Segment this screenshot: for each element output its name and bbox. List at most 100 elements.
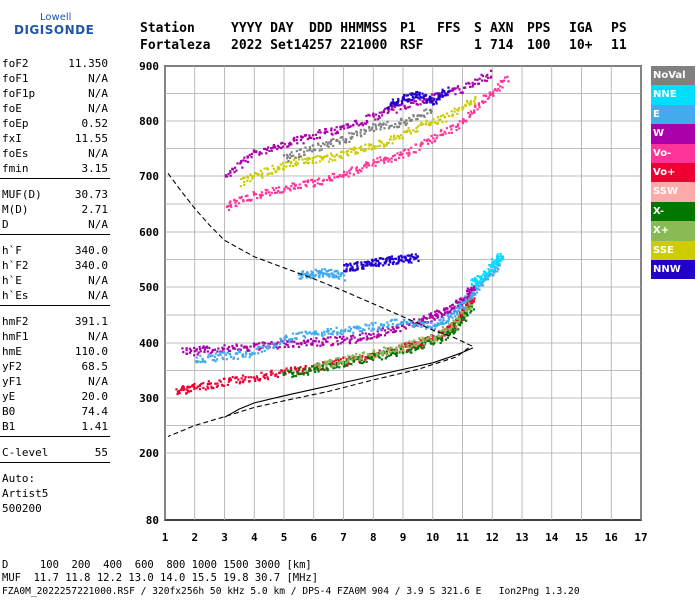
param-row: foF2 11.350 [0, 56, 112, 71]
echo-point [309, 331, 312, 334]
echo-point [222, 351, 226, 354]
echo-point [418, 318, 421, 321]
echo-point [241, 166, 244, 169]
echo-point [343, 269, 346, 272]
echo-point [432, 338, 436, 341]
echo-point [256, 173, 260, 176]
echo-point [360, 338, 363, 341]
echo-point [444, 327, 447, 330]
echo-point [343, 279, 347, 282]
echo-point [448, 328, 451, 331]
echo-point [429, 314, 432, 317]
echo-point [207, 380, 210, 383]
echo-point [329, 140, 333, 143]
echo-point [310, 178, 314, 182]
echo-point [193, 382, 196, 386]
echo-point [398, 103, 402, 107]
echo-point [356, 151, 359, 154]
echo-point [410, 98, 414, 102]
echo-point [421, 343, 424, 346]
echo-point [256, 343, 259, 346]
echo-point [371, 323, 375, 326]
echo-point [300, 341, 303, 345]
echo-point [228, 349, 232, 352]
echo-point [416, 96, 419, 99]
echo-point [290, 143, 293, 146]
echo-point [344, 364, 348, 367]
echo-point [488, 94, 492, 97]
echo-point [344, 328, 347, 331]
echo-point [461, 308, 464, 311]
echo-point [468, 291, 471, 294]
echo-point [368, 144, 371, 147]
echo-point [493, 267, 496, 270]
echo-point [378, 262, 381, 265]
echo-point [403, 121, 406, 124]
param-value: 391.1 [74, 315, 108, 328]
echo-point [434, 310, 437, 313]
y-tick-label: 600 [139, 226, 159, 239]
echo-point [470, 102, 473, 105]
echo-point [355, 356, 358, 359]
echo-point [263, 167, 266, 170]
echo-point [395, 349, 398, 352]
echo-point [349, 262, 352, 265]
echo-point [378, 356, 381, 359]
echo-trace [314, 297, 474, 370]
echo-point [340, 156, 343, 160]
y-tick-label: 900 [139, 60, 159, 73]
header-cell: RSF [400, 38, 424, 53]
echo-point [399, 347, 402, 351]
echo-point [283, 336, 286, 340]
echo-point [255, 375, 258, 378]
echo-point [282, 191, 285, 194]
echo-point [362, 266, 365, 269]
echo-point [425, 327, 428, 330]
echo-point [367, 261, 370, 264]
echo-point [266, 173, 269, 176]
echo-point [395, 111, 398, 114]
echo-point [334, 274, 338, 277]
echo-point [497, 258, 500, 262]
echo-point [370, 128, 373, 131]
echo-point [278, 167, 281, 171]
echo-point [271, 172, 274, 175]
echo-point [352, 331, 355, 334]
echo-point [476, 282, 479, 285]
echo-point [223, 344, 226, 347]
echo-point [234, 201, 237, 204]
echo-point [305, 344, 308, 347]
echo-point [372, 112, 375, 115]
echo-point [416, 103, 419, 106]
echo-point [482, 94, 485, 97]
echo-point [262, 344, 265, 347]
echo-point [320, 156, 323, 160]
echo-point [499, 254, 502, 258]
echo-point [385, 141, 389, 144]
echo-point [382, 123, 385, 126]
echo-point [400, 321, 403, 324]
echo-point [324, 338, 327, 341]
echo-point [216, 382, 219, 385]
echo-point [363, 132, 366, 135]
echo-point [398, 137, 401, 140]
param-label: hmE [2, 345, 22, 358]
echo-point [306, 149, 309, 152]
echo-point [327, 160, 331, 163]
echo-point [317, 272, 320, 275]
echo-point [413, 99, 416, 102]
echo-point [429, 339, 433, 342]
echo-point [458, 319, 461, 322]
echo-point [446, 336, 450, 339]
echo-point [179, 388, 183, 392]
echo-point [299, 186, 302, 190]
echo-point [478, 106, 481, 109]
echo-point [308, 149, 311, 152]
echo-point [431, 97, 434, 100]
echo-point [363, 163, 366, 166]
echo-point [409, 257, 412, 260]
echo-point [176, 393, 179, 396]
echo-point [475, 279, 478, 282]
echo-point [247, 376, 250, 379]
echo-point [391, 155, 395, 158]
